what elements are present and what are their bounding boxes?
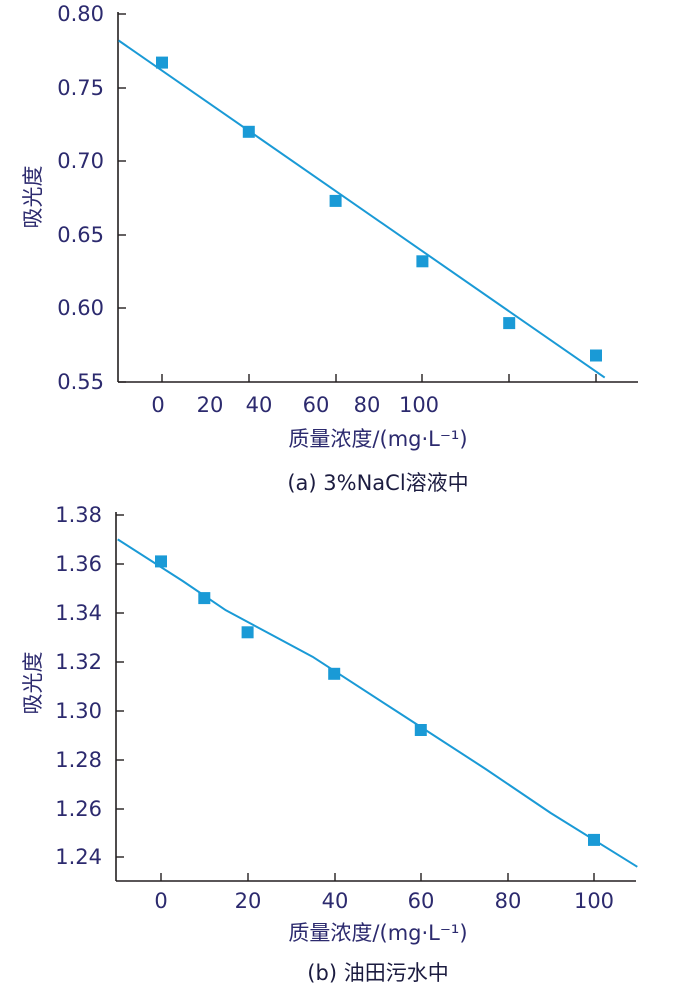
y-tick-label: 0.80 <box>57 2 104 26</box>
x-tick-label: 20 <box>235 889 262 913</box>
y-tick-label: 1.28 <box>55 748 102 772</box>
y-axis-label: 吸光度 <box>21 166 45 229</box>
x-tick-label: 60 <box>408 889 435 913</box>
data-point <box>328 667 341 680</box>
data-point <box>156 56 168 69</box>
chart-caption: (a) 3%NaCl溶液中 <box>287 471 468 495</box>
y-tick-label: 1.32 <box>55 650 102 674</box>
x-axis-label: 质量浓度/(mg·L⁻¹) <box>288 427 467 451</box>
data-point <box>414 724 427 736</box>
data-point <box>242 125 255 138</box>
x-tick-label: 20 <box>197 393 224 417</box>
fit-line <box>117 538 638 868</box>
y-tick-label: 0.65 <box>57 223 104 247</box>
y-tick-label: 0.60 <box>57 296 104 320</box>
chart-a: 0.80 0.75 0.70 0.65 0.60 0.55 0 20 40 60 80 100 吸光度质… <box>21 2 638 495</box>
y-tick-label: 1.36 <box>55 552 102 576</box>
x-axis-label: 质量浓度/(mg·L⁻¹) <box>288 921 467 945</box>
data-point <box>416 255 429 268</box>
x-tick-label: 40 <box>246 393 273 417</box>
y-tick-label: 0.75 <box>57 76 104 100</box>
x-tick-label: 100 <box>399 393 439 417</box>
y-tick-label: 0.70 <box>57 149 104 173</box>
x-tick-label: 80 <box>495 889 522 913</box>
data-point <box>329 194 342 207</box>
chart-caption: (b) 油田污水中 <box>307 961 448 985</box>
data-point <box>198 592 211 605</box>
x-tick-label: 100 <box>574 889 614 913</box>
chart-b: 1.38 1.36 1.34 1.32 1.30 1.28 1.26 1.24 0 20 40 60 8… <box>21 503 638 985</box>
fit-line <box>118 39 606 379</box>
x-tick-label: 0 <box>151 393 164 417</box>
x-tick-label: 80 <box>354 393 381 417</box>
x-tick-label: 60 <box>303 393 330 417</box>
x-tick-label: 40 <box>322 889 349 913</box>
data-point <box>155 555 167 568</box>
y-tick-label: 1.26 <box>55 797 102 821</box>
y-tick-label: 1.24 <box>55 845 102 869</box>
y-axis-label: 吸光度 <box>21 652 45 715</box>
x-tick-label: 0 <box>154 889 167 913</box>
data-point <box>241 626 254 639</box>
y-tick-label: 0.55 <box>57 370 104 394</box>
data-point <box>590 349 602 362</box>
y-tick-label: 1.34 <box>55 601 102 625</box>
y-tick-label: 1.30 <box>55 699 102 723</box>
data-point <box>588 833 600 846</box>
data-point <box>503 317 516 330</box>
y-tick-label: 1.38 <box>55 503 102 527</box>
